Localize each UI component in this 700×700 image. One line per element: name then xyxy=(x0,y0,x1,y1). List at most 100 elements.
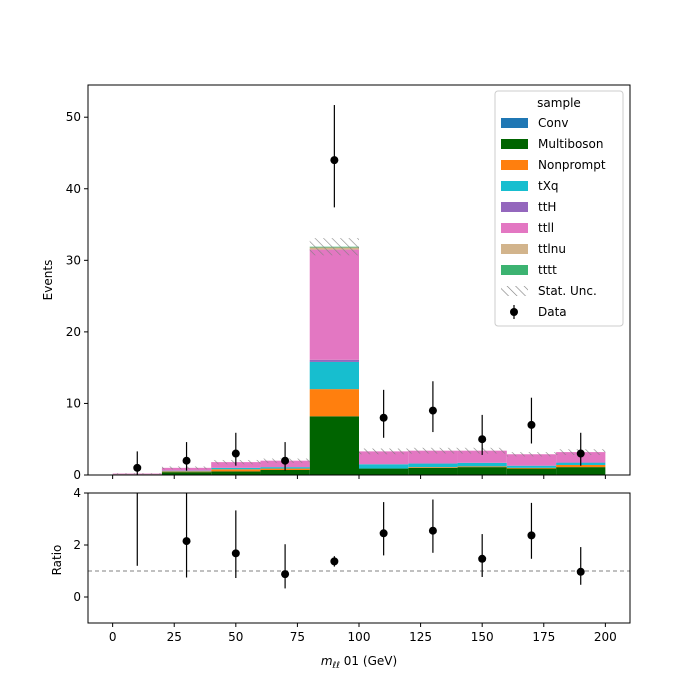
legend-label: Nonprompt xyxy=(538,158,606,172)
main-panel: 0 10 20 30 40 50 xyxy=(66,84,631,482)
bar-ttll xyxy=(408,450,458,464)
ratio-point xyxy=(576,567,585,576)
legend: sample Conv Multiboson Nonprompt tXq ttH ttll t… xyxy=(494,90,624,327)
data-point xyxy=(379,413,388,422)
bar-multiboson xyxy=(359,468,409,475)
bar-tth xyxy=(309,359,359,362)
ratio-point xyxy=(330,557,339,566)
bar-ttll xyxy=(359,451,409,465)
stat-unc-band xyxy=(506,452,557,457)
bar-nonprompt xyxy=(457,466,507,468)
legend-label: Conv xyxy=(538,116,568,130)
legend-label: tXq xyxy=(538,179,559,193)
data-point xyxy=(281,456,290,465)
legend-label: tttt xyxy=(538,263,557,277)
ratio-point xyxy=(231,549,240,558)
ratio-y-tick-label: 4 xyxy=(73,486,81,500)
data-point xyxy=(330,156,339,165)
legend-label: Data xyxy=(538,305,567,319)
ratio-plot-frame xyxy=(87,492,631,624)
legend-swatch xyxy=(501,286,528,296)
legend-label: Multiboson xyxy=(538,137,604,151)
data-point xyxy=(527,420,536,429)
bar-nonprompt xyxy=(408,467,458,468)
legend-item-multiboson: Multiboson xyxy=(501,137,604,151)
legend-swatch xyxy=(501,160,528,170)
legend-swatch xyxy=(501,181,528,191)
legend-marker xyxy=(510,308,518,316)
legend-swatch xyxy=(501,244,528,254)
bar-multiboson xyxy=(309,416,359,475)
x-axis-label-main: m xyxy=(321,654,333,668)
stat-unc-band xyxy=(359,448,409,455)
x-tick-label: 25 xyxy=(167,630,182,644)
legend-item-ttlnu: ttlnu xyxy=(501,242,566,256)
ratio-point xyxy=(182,537,191,546)
bar-nonprompt xyxy=(556,464,606,468)
x-tick-label: 125 xyxy=(409,630,432,644)
ratio-point xyxy=(379,529,388,538)
legend-swatch xyxy=(501,118,528,128)
y-tick-label: 40 xyxy=(66,182,81,196)
ratio-point xyxy=(527,531,536,540)
x-tick-label: 175 xyxy=(532,630,555,644)
series-multiboson xyxy=(112,416,606,475)
ratio-point xyxy=(281,570,290,579)
bar-multiboson xyxy=(260,469,310,475)
legend-swatch xyxy=(501,223,528,233)
legend-label: ttll xyxy=(538,221,554,235)
ratio-y-tick-label: 2 xyxy=(73,538,81,552)
y-tick-label: 0 xyxy=(73,468,81,482)
legend-label: ttlnu xyxy=(538,242,566,256)
data-point xyxy=(428,406,437,415)
bar-multiboson xyxy=(506,468,557,475)
x-axis-label-sub: ℓℓ xyxy=(332,661,340,671)
data-point xyxy=(231,449,240,458)
x-tick-label: 75 xyxy=(290,630,305,644)
bar-multiboson xyxy=(556,467,606,475)
bar-txq xyxy=(211,467,261,470)
bar-txq xyxy=(408,463,458,468)
x-tick-label: 0 xyxy=(109,630,117,644)
ratio-panel: 0 2 4 0 25 50 75 100 125 150 175 200 xyxy=(73,486,631,644)
bar-ttll xyxy=(309,249,359,360)
bar-nonprompt xyxy=(211,469,261,472)
stat-unc-band xyxy=(408,447,458,454)
data-point xyxy=(182,456,191,465)
ratio-points xyxy=(136,493,585,589)
legend-label: ttH xyxy=(538,200,556,214)
x-tick-label: 150 xyxy=(471,630,494,644)
bar-txq xyxy=(309,361,359,390)
y-tick-label: 50 xyxy=(66,110,81,124)
y-axis-label-ratio: Ratio xyxy=(50,545,64,576)
legend-item-txq: tXq xyxy=(501,179,559,193)
legend-label: Stat. Unc. xyxy=(538,284,597,298)
bar-nonprompt xyxy=(309,389,359,417)
ratio-y-tick-label: 0 xyxy=(73,590,81,604)
legend-swatch xyxy=(501,265,528,275)
legend-item-ttll: ttll xyxy=(501,221,554,235)
bar-txq xyxy=(161,470,212,472)
bar-nonprompt xyxy=(161,471,212,473)
ratio-point xyxy=(428,526,437,535)
bar-txq xyxy=(457,462,507,467)
x-tick-label: 100 xyxy=(348,630,371,644)
legend-swatch xyxy=(501,202,528,212)
ratio-point xyxy=(478,554,487,563)
bar-nonprompt xyxy=(506,467,557,469)
x-axis-label: mℓℓ 01 (GeV) xyxy=(321,654,397,671)
series-txq xyxy=(161,361,606,472)
legend-item-data: Data xyxy=(510,305,567,319)
bar-multiboson xyxy=(457,467,507,475)
stat-unc-band xyxy=(309,238,359,256)
x-axis-label-rest: 01 (GeV) xyxy=(340,654,397,668)
data-point xyxy=(478,435,487,444)
bar-multiboson xyxy=(211,471,261,475)
legend-item-tttt: tttt xyxy=(501,263,557,277)
legend-item-tth: ttH xyxy=(501,200,556,214)
legend-item-conv: Conv xyxy=(501,116,568,130)
legend-title: sample xyxy=(537,96,581,110)
data-point xyxy=(576,449,585,458)
bar-ttll xyxy=(457,450,507,463)
